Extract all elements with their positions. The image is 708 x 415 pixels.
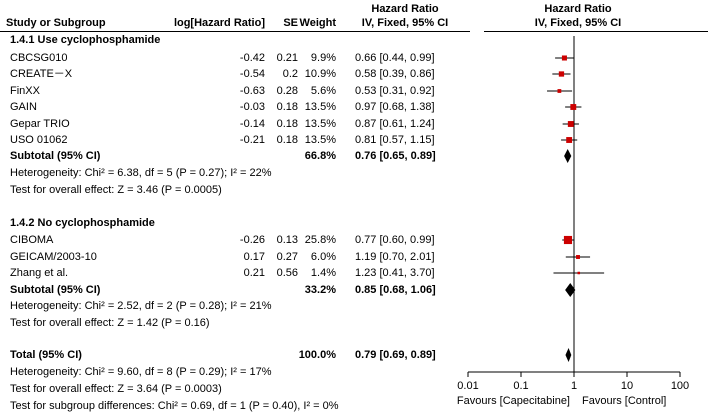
study-hr-ci: 0.77 [0.60, 0.99] [355, 234, 435, 246]
overall-effect-text: Test for overall effect: Z = 1.42 (P = 0… [10, 317, 210, 329]
header-rule [0, 31, 470, 32]
favours-right-label: Favours [Control] [582, 395, 667, 407]
study-weight: 1.4% [310, 267, 336, 279]
study-hr-ci: 1.19 [0.70, 2.01] [355, 251, 435, 263]
heterogeneity-text: Heterogeneity: Chi² = 2.52, df = 2 (P = … [10, 300, 272, 312]
study-hr-ci: 0.58 [0.39, 0.86] [355, 68, 435, 80]
subtotal-hr-ci: 0.76 [0.65, 0.89] [355, 150, 436, 162]
study-se: 0.2 [282, 68, 298, 80]
subtotal-label: Subtotal (95% CI) [10, 284, 101, 296]
study-name: CIBOMA [10, 234, 54, 246]
study-marker [576, 255, 580, 259]
heterogeneity-text: Heterogeneity: Chi² = 6.38, df = 5 (P = … [10, 167, 272, 179]
plot-header-title: Hazard Ratio [544, 3, 612, 15]
study-loghr: 0.21 [243, 267, 265, 279]
study-se: 0.18 [276, 118, 298, 130]
col-header-loghr: log[Hazard Ratio] [173, 17, 265, 29]
favours-left-label: Favours [Capecitabine] [456, 395, 570, 407]
plot-header-rule [484, 31, 708, 32]
study-name: GEICAM/2003-10 [10, 251, 97, 263]
study-hr-ci: 0.97 [0.68, 1.38] [355, 101, 435, 113]
total-overall-effect-text: Test for overall effect: Z = 3.64 (P = 0… [10, 383, 222, 395]
study-marker [577, 271, 581, 275]
study-loghr: -0.26 [239, 234, 265, 246]
summary-diamond [564, 149, 572, 163]
subtotal-weight: 33.2% [304, 284, 336, 296]
summary-diamond [565, 283, 576, 297]
study-weight: 6.0% [310, 251, 336, 263]
study-hr-ci: 1.23 [0.41, 3.70] [355, 267, 435, 279]
col-header-se: SE [283, 17, 298, 29]
x-tick-label: 0.1 [513, 380, 529, 392]
summary-diamond [565, 348, 572, 362]
study-loghr: -0.42 [239, 52, 265, 64]
col-header-weight: Weight [299, 17, 336, 29]
study-hr-ci: 0.81 [0.57, 1.15] [355, 134, 435, 146]
study-se: 0.27 [276, 251, 298, 263]
study-marker [567, 121, 574, 127]
study-marker [570, 104, 577, 110]
study-se: 0.13 [276, 234, 298, 246]
col-header-hr-ci: IV, Fixed, 95% CI [361, 17, 449, 29]
total-weight: 100.0% [298, 349, 336, 361]
study-name: Gepar TRIO [10, 118, 70, 130]
study-loghr: -0.63 [239, 85, 265, 97]
study-se: 0.56 [276, 267, 298, 279]
study-hr-ci: 0.87 [0.61, 1.24] [355, 118, 435, 130]
study-hr-ci: 0.66 [0.44, 0.99] [355, 52, 435, 64]
study-marker [563, 235, 573, 245]
subtotal-weight: 66.8% [304, 150, 336, 162]
study-se: 0.28 [276, 85, 298, 97]
subtotal-label: Subtotal (95% CI) [10, 150, 101, 162]
study-loghr: -0.21 [239, 134, 265, 146]
subtotal-hr-ci: 0.85 [0.68, 1.06] [355, 284, 436, 296]
subgroup-title: 1.4.2 No cyclophosphamide [10, 217, 155, 229]
study-name: FinXX [10, 85, 40, 97]
total-label: Total (95% CI) [10, 349, 82, 361]
study-weight: 13.5% [304, 101, 336, 113]
study-weight: 10.9% [304, 68, 336, 80]
study-weight: 13.5% [304, 134, 336, 146]
hr-header-title: Hazard Ratio [371, 3, 439, 15]
study-name: CREATE－X [10, 68, 73, 80]
study-marker [561, 55, 567, 61]
subgroup-title: 1.4.1 Use cyclophosphamide [10, 34, 161, 46]
total-hr-ci: 0.79 [0.69, 0.89] [355, 349, 436, 361]
study-marker [557, 89, 562, 93]
study-loghr: -0.54 [239, 68, 265, 80]
study-se: 0.18 [276, 101, 298, 113]
study-weight: 9.9% [310, 52, 336, 64]
overall-effect-text: Test for overall effect: Z = 3.46 (P = 0… [10, 184, 222, 196]
study-se: 0.18 [276, 134, 298, 146]
study-name: Zhang et al. [10, 267, 69, 279]
x-tick-label: 1 [570, 380, 578, 392]
study-hr-ci: 0.53 [0.31, 0.92] [355, 85, 435, 97]
study-marker [558, 71, 565, 77]
study-loghr: -0.14 [239, 118, 265, 130]
col-header-study: Study or Subgroup [6, 17, 106, 29]
study-se: 0.21 [276, 52, 298, 64]
study-marker [566, 137, 573, 143]
plot-header-sub: IV, Fixed, 95% CI [534, 17, 622, 29]
study-weight: 13.5% [304, 118, 336, 130]
study-name: CBCSG010 [10, 52, 68, 64]
x-tick-label: 100 [670, 380, 690, 392]
x-tick-label: 0.01 [457, 380, 479, 392]
total-heterogeneity-text: Heterogeneity: Chi² = 9.60, df = 8 (P = … [10, 366, 272, 378]
study-weight: 25.8% [304, 234, 336, 246]
study-name: USO 01062 [10, 134, 68, 146]
x-tick-label: 10 [620, 380, 634, 392]
study-weight: 5.6% [310, 85, 336, 97]
study-loghr: -0.03 [239, 101, 265, 113]
study-name: GAIN [10, 101, 37, 113]
subgroup-differences-text: Test for subgroup differences: Chi² = 0.… [10, 400, 339, 412]
study-loghr: 0.17 [243, 251, 265, 263]
